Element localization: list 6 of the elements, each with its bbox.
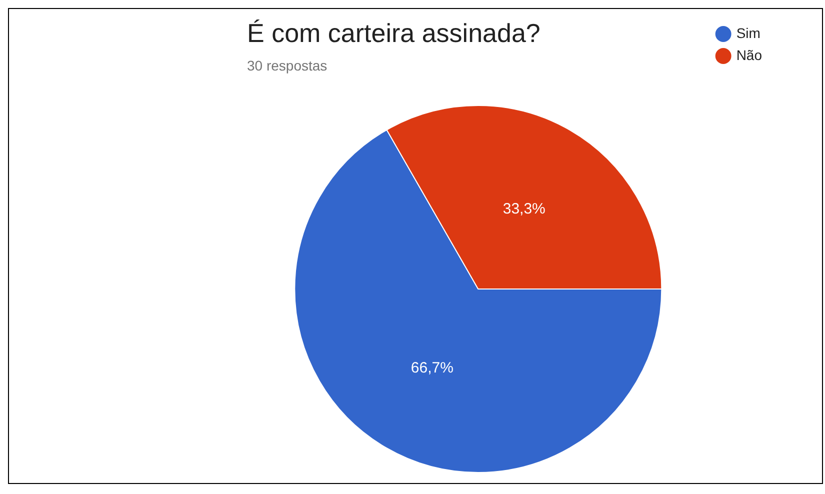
text: 30 respostas [247, 57, 328, 74]
legend-label: Não [736, 46, 762, 63]
data-label: 66,7% [410, 360, 454, 377]
chart-title: É com carteira assinada? [247, 18, 540, 48]
data-label: 33,3% [502, 200, 546, 218]
legend-label: Sim [736, 24, 760, 41]
